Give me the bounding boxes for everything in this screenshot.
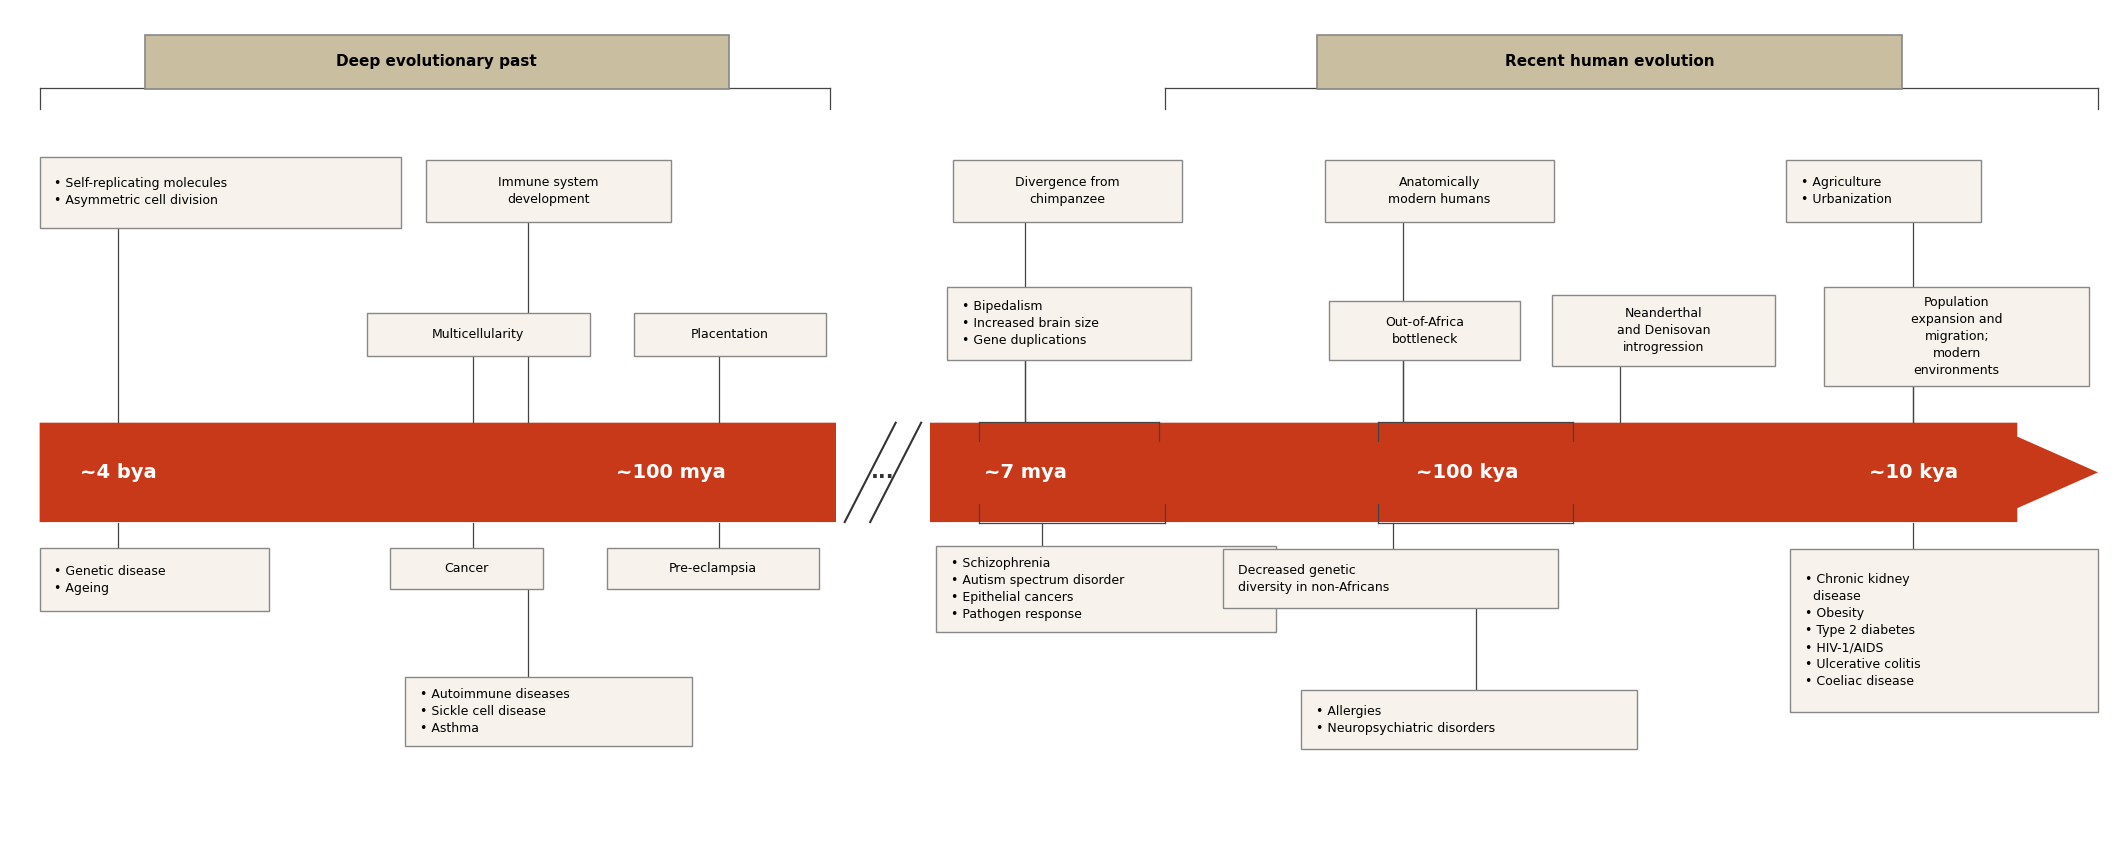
Text: • Chronic kidney
  disease
• Obesity
• Type 2 diabetes
• HIV-1/AIDS
• Ulcerative: • Chronic kidney disease • Obesity • Typ… xyxy=(1806,573,1921,688)
Text: • Genetic disease
• Ageing: • Genetic disease • Ageing xyxy=(55,564,166,595)
Text: • Autoimmune diseases
• Sickle cell disease
• Asthma: • Autoimmune diseases • Sickle cell dise… xyxy=(419,688,570,735)
FancyBboxPatch shape xyxy=(1325,160,1555,222)
FancyBboxPatch shape xyxy=(40,157,400,228)
FancyBboxPatch shape xyxy=(145,35,730,88)
Text: ~10 kya: ~10 kya xyxy=(1870,463,1957,482)
FancyBboxPatch shape xyxy=(1553,296,1776,366)
Text: • Agriculture
• Urbanization: • Agriculture • Urbanization xyxy=(1802,176,1891,205)
Text: Neanderthal
and Denisovan
introgression: Neanderthal and Denisovan introgression xyxy=(1617,307,1710,354)
FancyBboxPatch shape xyxy=(936,546,1276,632)
Text: Anatomically
modern humans: Anatomically modern humans xyxy=(1389,176,1491,205)
FancyBboxPatch shape xyxy=(606,548,819,589)
Text: • Bipedalism
• Increased brain size
• Gene duplications: • Bipedalism • Increased brain size • Ge… xyxy=(961,300,1098,347)
Text: Out-of-Africa
bottleneck: Out-of-Africa bottleneck xyxy=(1385,316,1463,346)
FancyBboxPatch shape xyxy=(425,160,670,222)
Text: Multicellularity: Multicellularity xyxy=(432,328,525,341)
FancyBboxPatch shape xyxy=(366,312,589,355)
Text: Divergence from
chimpanzee: Divergence from chimpanzee xyxy=(1015,176,1121,205)
Text: • Self-replicating molecules
• Asymmetric cell division: • Self-replicating molecules • Asymmetri… xyxy=(55,178,228,207)
Bar xyxy=(836,414,929,531)
FancyBboxPatch shape xyxy=(634,312,825,355)
Text: ~100 kya: ~100 kya xyxy=(1417,463,1519,482)
FancyBboxPatch shape xyxy=(1223,550,1559,608)
Text: Pre-eclampsia: Pre-eclampsia xyxy=(668,562,757,575)
FancyBboxPatch shape xyxy=(40,549,268,610)
FancyBboxPatch shape xyxy=(1791,550,2097,712)
FancyBboxPatch shape xyxy=(1787,160,1980,222)
Text: ...: ... xyxy=(872,462,895,482)
Text: Cancer: Cancer xyxy=(445,562,489,575)
Text: ~100 mya: ~100 mya xyxy=(615,463,725,482)
Polygon shape xyxy=(40,423,2097,522)
FancyBboxPatch shape xyxy=(1825,287,2089,386)
Text: Immune system
development: Immune system development xyxy=(498,176,598,205)
Text: • Allergies
• Neuropsychiatric disorders: • Allergies • Neuropsychiatric disorders xyxy=(1317,705,1495,734)
FancyBboxPatch shape xyxy=(404,677,691,746)
FancyBboxPatch shape xyxy=(389,548,542,589)
FancyBboxPatch shape xyxy=(953,160,1183,222)
Text: Population
expansion and
migration;
modern
environments: Population expansion and migration; mode… xyxy=(1910,296,2002,377)
Text: Decreased genetic
diversity in non-Africans: Decreased genetic diversity in non-Afric… xyxy=(1238,564,1389,594)
FancyBboxPatch shape xyxy=(1329,301,1521,360)
Text: • Schizophrenia
• Autism spectrum disorder
• Epithelial cancers
• Pathogen respo: • Schizophrenia • Autism spectrum disord… xyxy=(951,557,1125,621)
FancyBboxPatch shape xyxy=(947,287,1191,360)
FancyBboxPatch shape xyxy=(1302,690,1638,749)
Text: ~4 bya: ~4 bya xyxy=(81,463,157,482)
Text: Placentation: Placentation xyxy=(691,328,770,341)
Text: ~7 mya: ~7 mya xyxy=(985,463,1068,482)
FancyBboxPatch shape xyxy=(1317,35,1902,88)
Text: Recent human evolution: Recent human evolution xyxy=(1504,55,1714,69)
Text: Deep evolutionary past: Deep evolutionary past xyxy=(336,55,538,69)
